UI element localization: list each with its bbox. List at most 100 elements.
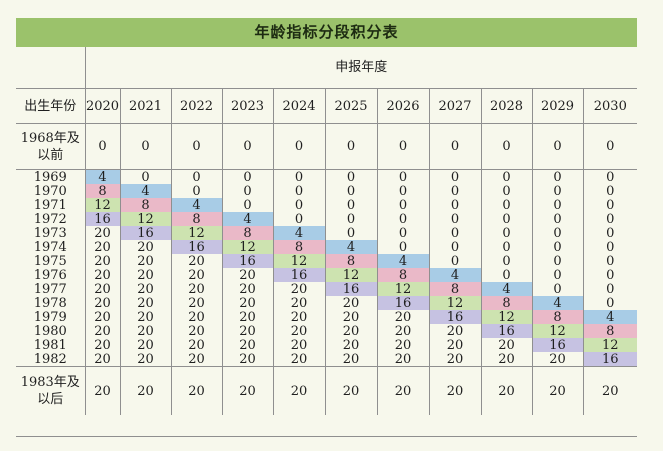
score-cell: 16 [480,324,532,338]
birth-year-label: 1975 [33,254,67,268]
score-cell: 20 [324,324,377,338]
score-cell: 20 [376,366,429,415]
score-cell: 0 [119,123,171,170]
score-cell: 8 [84,184,120,198]
score-cell: 0 [531,198,583,212]
corner-cell [16,47,85,89]
score-cell: 0 [324,198,377,212]
score-cell: 20 [119,254,171,268]
score-cell: 12 [119,212,171,226]
score-cell: 0 [428,254,481,268]
birth-year-label: 1979 [33,310,67,324]
birth-year-label: 1978 [33,296,67,310]
score-cell: 20 [84,324,120,338]
score-cell: 4 [376,254,429,268]
score-cell: 0 [221,123,273,170]
birth-year-header: 出生年份 [16,88,85,124]
score-cell: 0 [170,123,222,170]
table-row: 1971 12 8 4 0 0 0 0 0 0 0 0 [16,198,638,212]
score-cell: 20 [119,240,171,254]
year-header-cell: 2023 [221,88,273,124]
score-cell: 20 [221,366,273,415]
score-cell: 0 [428,184,481,198]
score-cell: 20 [221,268,273,282]
score-cell: 0 [582,169,638,184]
score-cell: 0 [376,212,429,226]
score-cell: 16 [119,226,171,240]
score-cell: 20 [221,324,273,338]
score-cell: 20 [582,366,638,415]
score-cell: 20 [170,324,222,338]
score-cell: 0 [324,212,377,226]
score-cell: 0 [272,212,325,226]
annual-year-header: 申报年度 [84,47,638,89]
score-cell: 12 [272,254,325,268]
score-cell: 20 [324,296,377,310]
score-cell: 0 [531,169,583,184]
score-cell: 8 [324,254,377,268]
year-header-cell: 2026 [376,88,429,124]
score-cell: 20 [84,338,120,352]
score-cell: 4 [531,296,583,310]
score-cell: 20 [428,338,481,352]
table-row: 1975 20 20 20 16 12 8 4 0 0 0 0 [16,254,638,268]
score-cell: 0 [428,198,481,212]
score-cell: 0 [324,226,377,240]
score-cell: 0 [531,240,583,254]
score-cell: 0 [531,254,583,268]
score-cell: 0 [272,198,325,212]
score-cell: 0 [376,240,429,254]
score-cell: 0 [480,198,532,212]
score-cell: 0 [531,212,583,226]
score-cell: 4 [84,169,120,184]
score-cell: 12 [324,268,377,282]
score-cell: 0 [376,123,429,170]
score-cell: 20 [119,310,171,324]
score-cell: 20 [84,240,120,254]
score-cell: 8 [428,282,481,296]
score-cell: 16 [324,282,377,296]
score-cell: 20 [376,338,429,352]
score-cell: 20 [324,352,377,367]
score-cell: 20 [428,352,481,367]
score-cell: 20 [376,324,429,338]
score-cell: 0 [480,123,532,170]
table-row: 1973 20 16 12 8 4 0 0 0 0 0 0 [16,226,638,240]
score-cell: 0 [221,198,273,212]
score-cell: 20 [170,338,222,352]
score-cell: 8 [480,296,532,310]
score-cell: 0 [480,212,532,226]
score-cell: 0 [582,240,638,254]
score-cell: 20 [221,282,273,296]
score-cell: 20 [119,366,171,415]
score-cell: 16 [428,310,481,324]
score-cell: 0 [531,268,583,282]
score-cell: 20 [84,352,120,367]
birth-year-label: 1969 [33,169,67,184]
score-cell: 0 [582,254,638,268]
birth-year-label: 1983年及以后 [16,366,85,415]
year-header-cell: 2028 [480,88,532,124]
birth-year-label: 1980 [33,324,67,338]
table-row: 1982 20 20 20 20 20 20 20 20 20 20 16 [16,352,638,367]
score-cell: 20 [480,338,532,352]
score-cell: 16 [221,254,273,268]
score-cell: 16 [376,296,429,310]
score-cell: 0 [582,226,638,240]
year-header-cell: 2021 [119,88,171,124]
score-cell: 20 [324,310,377,324]
score-cell: 16 [272,268,325,282]
score-cell: 0 [428,226,481,240]
score-cell: 12 [582,338,638,352]
score-cell: 0 [376,169,429,184]
table-row: 1979 20 20 20 20 20 20 20 16 12 8 4 [16,310,638,324]
score-cell: 0 [480,184,532,198]
score-cell: 20 [170,310,222,324]
score-cell: 0 [170,184,222,198]
score-cell: 0 [376,226,429,240]
score-cell: 0 [582,123,638,170]
score-cell: 16 [84,212,120,226]
score-cell: 20 [221,296,273,310]
score-cell: 20 [84,226,120,240]
score-cell: 4 [170,198,222,212]
